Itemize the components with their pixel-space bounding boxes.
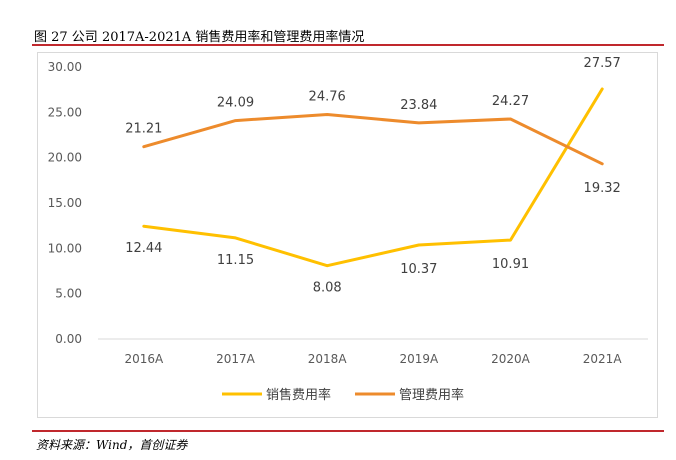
series-line-admin-expense-ratio [142,113,604,166]
data-label: 24.76 [309,90,346,105]
x-tick-label: 2018A [308,352,348,366]
x-tick-label: 2017A [216,352,256,366]
series-lines [142,87,604,268]
y-tick-label: 30.00 [48,60,82,74]
data-label: 27.57 [584,56,621,71]
data-label: 11.15 [217,253,254,268]
x-tick-label: 2021A [583,352,623,366]
y-tick-label: 10.00 [48,241,82,255]
y-tick-label: 15.00 [48,196,82,210]
data-label: 10.37 [400,262,437,277]
y-tick-label: 20.00 [48,151,82,165]
data-label: 23.84 [400,98,437,113]
y-tick-label: 25.00 [48,105,82,119]
legend-label: 管理费用率 [399,387,464,403]
figure-title: 图 27 公司 2017A-2021A 销售费用率和管理费用率情况 [34,30,365,45]
y-axis: 0.00 5.00 10.00 15.00 20.00 25.00 30.00 [48,60,82,346]
data-label: 19.32 [584,181,621,196]
legend: 销售费用率 管理费用率 [222,387,464,403]
y-tick-label: 5.00 [55,287,82,301]
x-tick-label: 2019A [399,352,439,366]
y-tick-label: 0.00 [55,332,82,346]
series-line-sales-expense-ratio [142,87,604,268]
top-rule [32,44,664,46]
data-label: 10.91 [492,257,529,272]
data-label: 8.08 [313,281,342,296]
x-axis: 2016A 2017A 2018A 2019A 2020A 2021A [98,338,648,366]
x-tick-label: 2020A [491,352,531,366]
bottom-rule [32,430,664,432]
data-label: 21.21 [125,122,162,137]
chart-frame: 0.00 5.00 10.00 15.00 20.00 25.00 30.00 2016A 2… [37,52,658,418]
data-labels: 12.44 11.15 8.08 10.37 10.91 27.57 21.21 24.09 2… [125,56,621,296]
legend-label: 销售费用率 [266,387,331,403]
data-label: 12.44 [125,241,162,256]
x-tick-label: 2016A [124,352,164,366]
source-note: 资料来源：Wind，首创证券 [36,438,188,452]
data-label: 24.09 [217,96,254,111]
data-label: 24.27 [492,94,529,109]
